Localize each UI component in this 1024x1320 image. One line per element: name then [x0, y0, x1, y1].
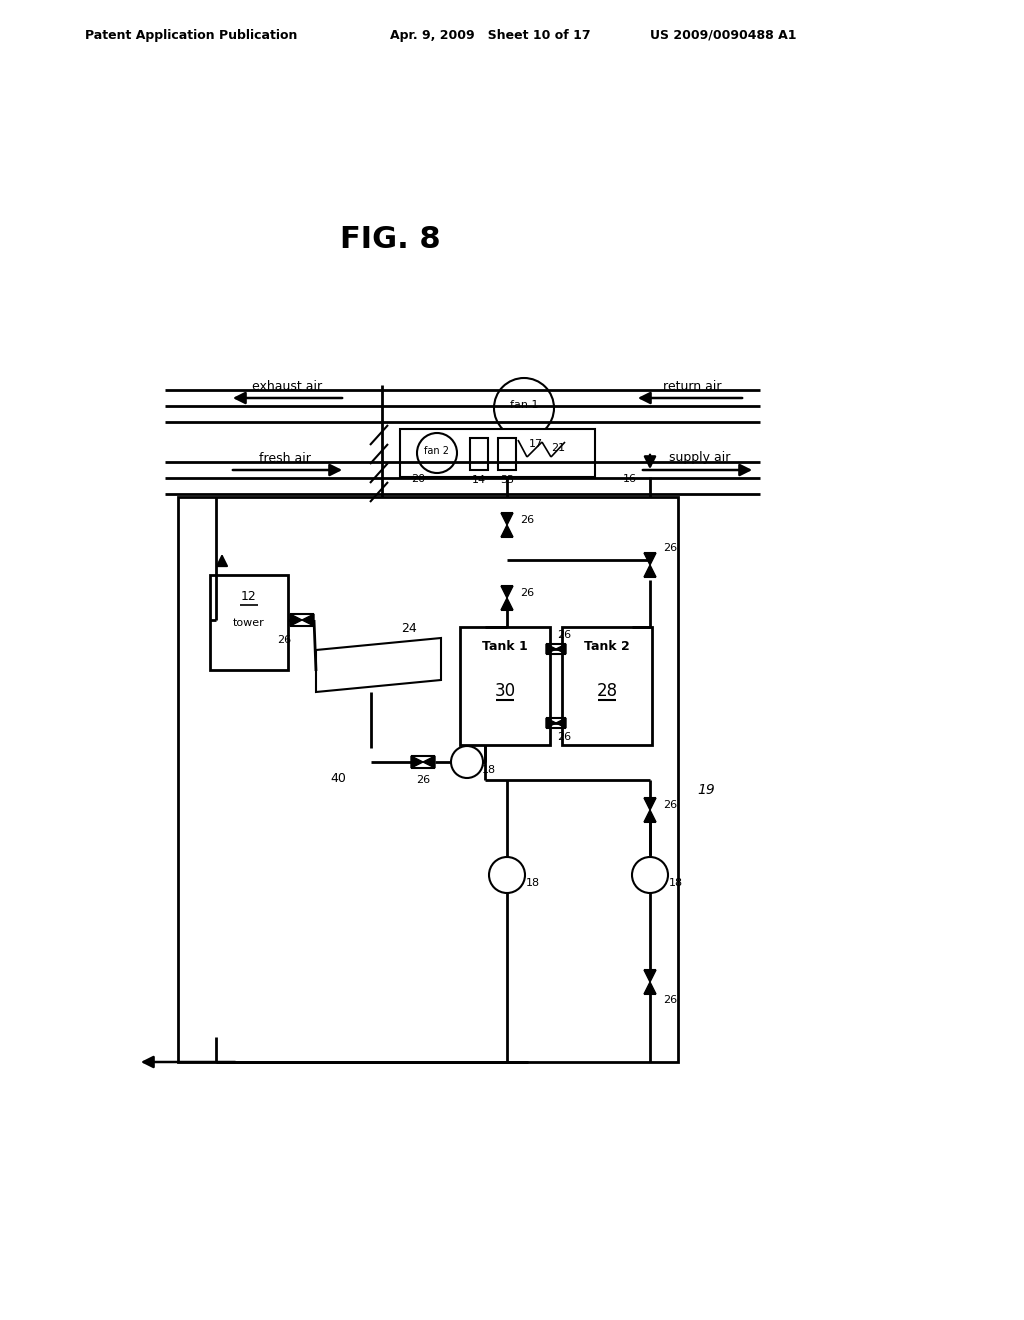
- Polygon shape: [644, 565, 656, 577]
- Text: 26: 26: [557, 630, 571, 640]
- Text: 17: 17: [529, 440, 543, 449]
- Text: 12: 12: [241, 590, 257, 603]
- Text: 26: 26: [663, 995, 677, 1005]
- Text: exhaust air: exhaust air: [252, 380, 323, 392]
- Bar: [178, 498, 678, 1063]
- Text: 18: 18: [669, 878, 683, 888]
- Text: 30: 30: [495, 682, 515, 700]
- Text: US 2009/0090488 A1: US 2009/0090488 A1: [650, 29, 797, 41]
- Text: return air: return air: [663, 380, 721, 392]
- Text: 21: 21: [551, 444, 565, 453]
- Text: Tank 1: Tank 1: [482, 640, 528, 653]
- Bar: [400, 429, 595, 477]
- Text: 18: 18: [526, 878, 540, 888]
- Text: 26: 26: [663, 543, 677, 553]
- Polygon shape: [302, 614, 314, 626]
- Text: 33: 33: [500, 475, 514, 484]
- Circle shape: [632, 857, 668, 894]
- Polygon shape: [316, 638, 441, 692]
- Bar: [460, 627, 550, 744]
- Text: 26: 26: [520, 587, 535, 598]
- Text: 26: 26: [416, 775, 430, 785]
- Polygon shape: [556, 644, 566, 653]
- Polygon shape: [423, 756, 435, 768]
- Text: 26: 26: [663, 800, 677, 810]
- Text: 26: 26: [557, 733, 571, 742]
- Polygon shape: [556, 718, 566, 729]
- Text: Patent Application Publication: Patent Application Publication: [85, 29, 297, 41]
- Polygon shape: [501, 513, 513, 525]
- Polygon shape: [411, 756, 423, 768]
- Text: 20: 20: [411, 474, 425, 484]
- Text: 28: 28: [596, 682, 617, 700]
- Text: fresh air: fresh air: [259, 451, 311, 465]
- Text: fan 2: fan 2: [425, 446, 450, 455]
- Text: tower: tower: [233, 618, 265, 627]
- Text: FIG. 8: FIG. 8: [340, 226, 440, 255]
- Polygon shape: [501, 598, 513, 610]
- Text: 26: 26: [520, 515, 535, 525]
- Polygon shape: [546, 644, 556, 653]
- Polygon shape: [644, 982, 656, 994]
- Text: supply air: supply air: [670, 451, 731, 465]
- Text: fan 1: fan 1: [510, 400, 539, 411]
- Bar: [210, 576, 288, 671]
- Text: Tank 2: Tank 2: [584, 640, 630, 653]
- Polygon shape: [501, 586, 513, 598]
- Text: 24: 24: [400, 622, 417, 635]
- Bar: [470, 438, 488, 470]
- Polygon shape: [644, 799, 656, 810]
- Circle shape: [494, 378, 554, 438]
- Text: 26: 26: [276, 635, 291, 645]
- Text: 16: 16: [623, 474, 637, 484]
- Bar: [562, 627, 652, 744]
- Circle shape: [417, 433, 457, 473]
- Bar: [498, 438, 516, 470]
- Polygon shape: [644, 970, 656, 982]
- Text: 14: 14: [472, 475, 486, 484]
- Text: Apr. 9, 2009   Sheet 10 of 17: Apr. 9, 2009 Sheet 10 of 17: [390, 29, 591, 41]
- Polygon shape: [290, 614, 302, 626]
- Polygon shape: [644, 553, 656, 565]
- Text: 19: 19: [697, 783, 715, 797]
- Polygon shape: [644, 810, 656, 822]
- Text: 18: 18: [482, 766, 496, 775]
- Circle shape: [489, 857, 525, 894]
- Polygon shape: [546, 718, 556, 729]
- Circle shape: [451, 746, 483, 777]
- Polygon shape: [501, 525, 513, 537]
- Text: 40: 40: [330, 771, 346, 784]
